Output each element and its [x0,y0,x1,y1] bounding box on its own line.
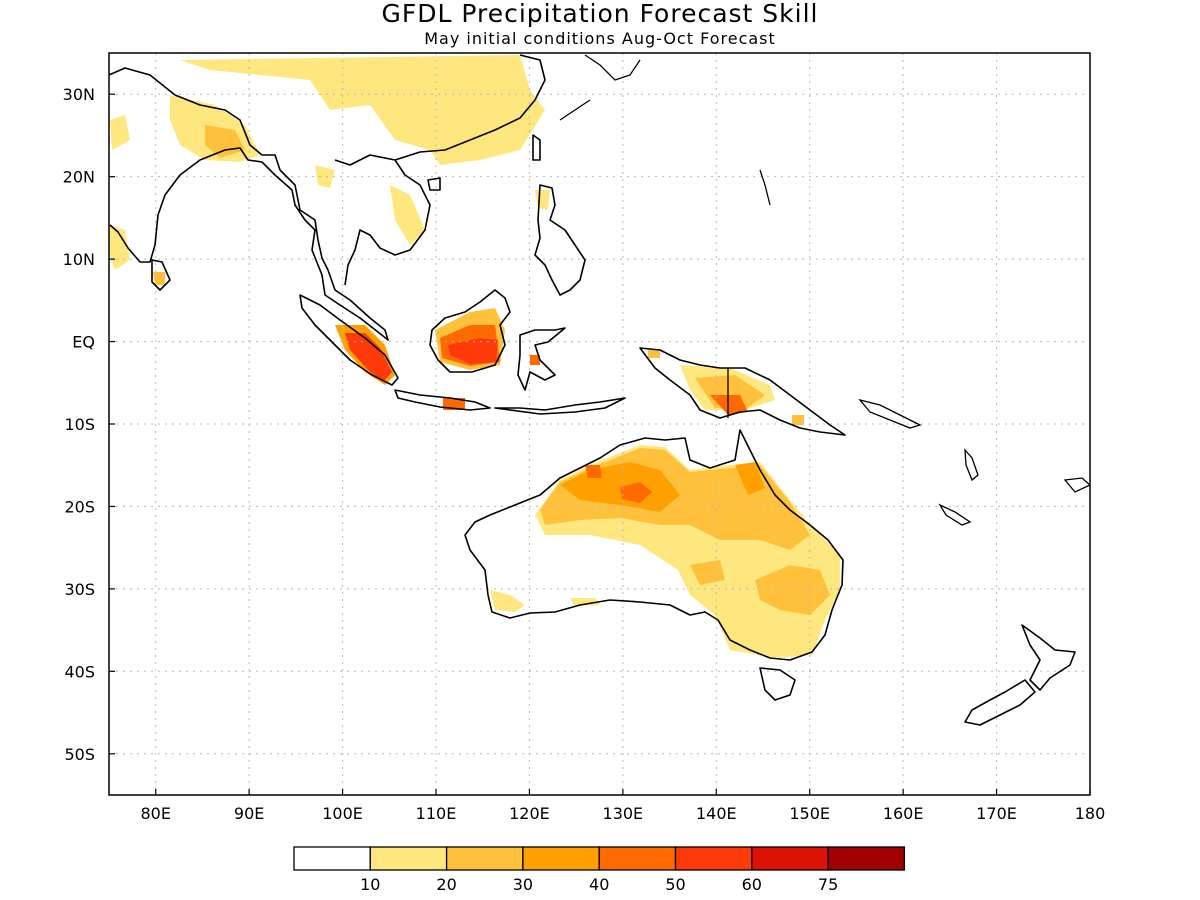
colorbar-legend: 10 20 30 40 50 60 75 [293,846,906,894]
colorbar-label: 50 [665,875,685,894]
x-tick-label: 100E [322,804,363,823]
coastline-ryukyu [559,99,591,121]
skill-region-nw-new-guinea [648,350,660,358]
x-tick-label: 130E [603,804,644,823]
coastline-solomon-islands [858,398,922,429]
map-title: GFDL Precipitation Forecast Skill [381,0,818,28]
coastline-new-guinea [639,347,846,436]
skill-region-sri-lanka [153,272,165,285]
skill-region-china-east [470,105,520,150]
skill-region-north-india-2 [205,125,245,158]
coastline-lesser-sunda [494,397,626,415]
colorbar-bin [751,846,829,871]
colorbar-label: 75 [818,875,838,894]
colorbar-label: 60 [742,875,762,894]
skill-region-new-guinea-core [710,395,748,415]
colorbar-label: 40 [589,875,609,894]
colorbar-bin [827,846,906,871]
x-tick-label: 80E [140,804,170,823]
coastline-nz-south [964,679,1036,726]
coastline-borneo [429,289,511,373]
skill-region-myanmar [315,165,335,188]
skill-region-java [443,398,465,410]
skill-region-ne-new-guinea [792,415,804,425]
skill-shading [110,55,840,658]
coastline-asia-mainland [109,67,389,341]
skill-region-s-australia [570,598,600,606]
coastline-indochina [334,154,431,286]
skill-region-indochina [390,185,425,245]
colorbar-bin [674,846,753,871]
x-tick-label: 160E [883,804,924,823]
skill-region-australia-nw-core [585,465,602,478]
x-tick-label: 170E [976,804,1017,823]
y-tick-label: 50S [64,745,95,764]
y-tick-label: 10N [63,250,95,269]
colorbar-label: 10 [360,875,380,894]
coastline-australia [464,429,844,661]
coastline-vanuatu [964,448,979,482]
skill-region-china [180,55,545,165]
coastline-taiwan [532,134,541,161]
y-tick-label: 30S [64,580,95,599]
y-tick-label: 20S [64,497,95,516]
x-tick-label: 140E [696,804,737,823]
x-tick-label: 120E [509,804,550,823]
coastline-japan-south [584,54,641,81]
skill-region-west-india [110,115,130,150]
y-tick-label: 10S [64,415,95,434]
coastline-hainan [427,177,441,191]
colorbar-label: 20 [436,875,456,894]
colorbar-bin [598,846,677,871]
colorbar-bin [445,846,524,871]
skill-region-cape-york [735,462,765,495]
coastline-china-east [394,54,546,161]
coastline-philippines [534,184,586,296]
coastline-marianas [759,169,771,206]
coastline-new-caledonia [938,503,972,526]
skill-region-sw-australia [490,590,525,612]
x-axis: 80E 90E 100E 110E 120E 130E 140E 150E 160E 170E 18… [140,789,1105,823]
colorbar-bin [293,846,371,871]
coastline-fiji [1063,477,1090,493]
colorbar-bin [369,846,448,871]
coastline-sri-lanka [151,259,171,291]
map-subtitle: May initial conditions Aug-Oct Forecast [424,29,776,48]
y-tick-label: 20N [63,168,95,187]
skill-region-new-guinea-mid [695,375,765,410]
coastlines [109,54,1090,726]
skill-region-australia-core [620,482,652,503]
colorbar-label: 30 [513,875,533,894]
x-tick-label: 180 [1075,804,1106,823]
y-axis: 30N 20N 10N EQ 10S 20S 30S 40S 50S [63,85,115,764]
coastline-sulawesi [517,327,566,391]
skill-region-sumatra-core [345,333,392,382]
coastline-java [394,389,491,411]
graticule [109,53,1090,795]
coastline-sumatra [299,294,399,386]
y-tick-label: EQ [72,333,95,352]
x-tick-label: 90E [234,804,264,823]
y-tick-label: 30N [63,85,95,104]
skill-region-sulawesi [530,355,540,365]
skill-region-australia-east [755,565,830,615]
coastline-tasmania [759,667,796,701]
coastline-nz-north [1021,624,1076,691]
x-tick-label: 110E [416,804,457,823]
y-tick-label: 40S [64,662,95,681]
colorbar-bin [522,846,600,871]
x-tick-label: 150E [789,804,830,823]
skill-region-borneo-core [448,338,498,364]
